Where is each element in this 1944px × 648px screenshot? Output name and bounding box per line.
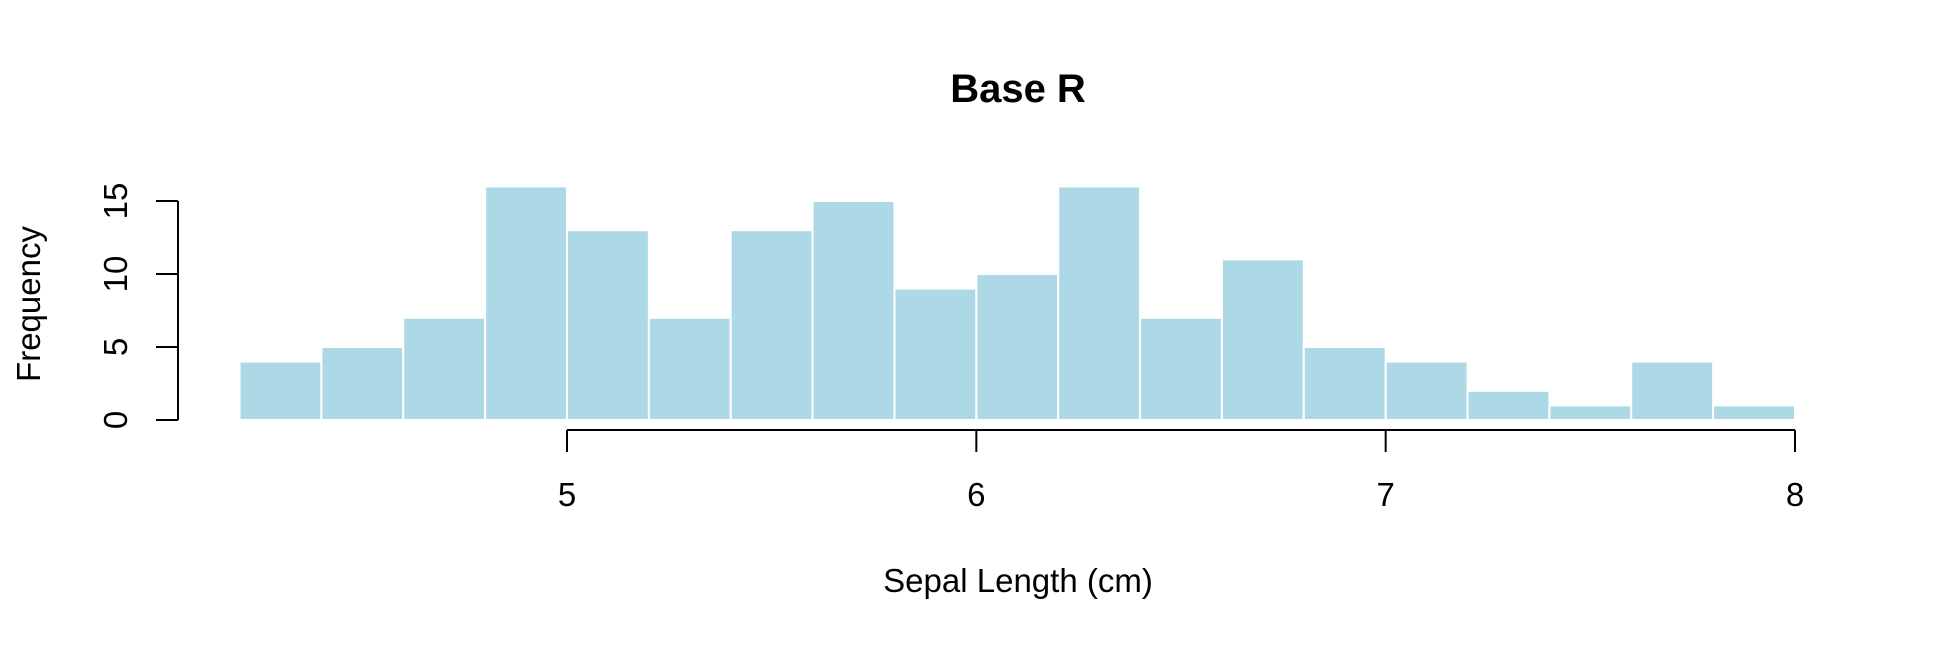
- histogram-bar: [238, 360, 323, 422]
- chart-title: Base R: [950, 67, 1086, 111]
- x-tick-label: 6: [967, 476, 985, 513]
- histogram-bar: [1139, 316, 1223, 421]
- histogram-bar: [1466, 389, 1551, 421]
- histogram-bar: [1220, 258, 1305, 421]
- histogram-bar: [975, 273, 1060, 421]
- x-tick-label: 8: [1786, 476, 1804, 513]
- y-tick-label: 5: [97, 338, 134, 356]
- x-tick-label: 7: [1376, 476, 1394, 513]
- histogram-bar: [1630, 360, 1715, 422]
- histogram-bar: [1384, 360, 1469, 422]
- histogram-bar: [566, 229, 650, 421]
- histogram-bar: [1057, 185, 1142, 421]
- histogram-bar: [729, 229, 814, 421]
- histogram-bar: [1302, 346, 1387, 421]
- y-tick-label: 10: [97, 256, 134, 293]
- histogram-bar: [402, 316, 487, 421]
- histogram-bar: [647, 316, 732, 421]
- x-axis-label: Sepal Length (cm): [883, 562, 1153, 599]
- histogram-bar: [1548, 404, 1633, 421]
- y-axis-label: Frequency: [10, 226, 47, 382]
- histogram-bar: [1712, 404, 1797, 421]
- x-axis: 5 6 7 8: [558, 429, 1804, 513]
- histogram-bar: [811, 200, 896, 421]
- x-tick-label: 5: [558, 476, 576, 513]
- y-tick-label: 0: [97, 411, 134, 429]
- histogram-bars: [238, 185, 1797, 422]
- histogram-bar: [484, 185, 569, 421]
- y-axis: 0 5 10 15: [97, 183, 179, 429]
- y-tick-label: 15: [97, 183, 134, 220]
- histogram-bar: [893, 287, 978, 421]
- histogram-bar: [320, 346, 405, 421]
